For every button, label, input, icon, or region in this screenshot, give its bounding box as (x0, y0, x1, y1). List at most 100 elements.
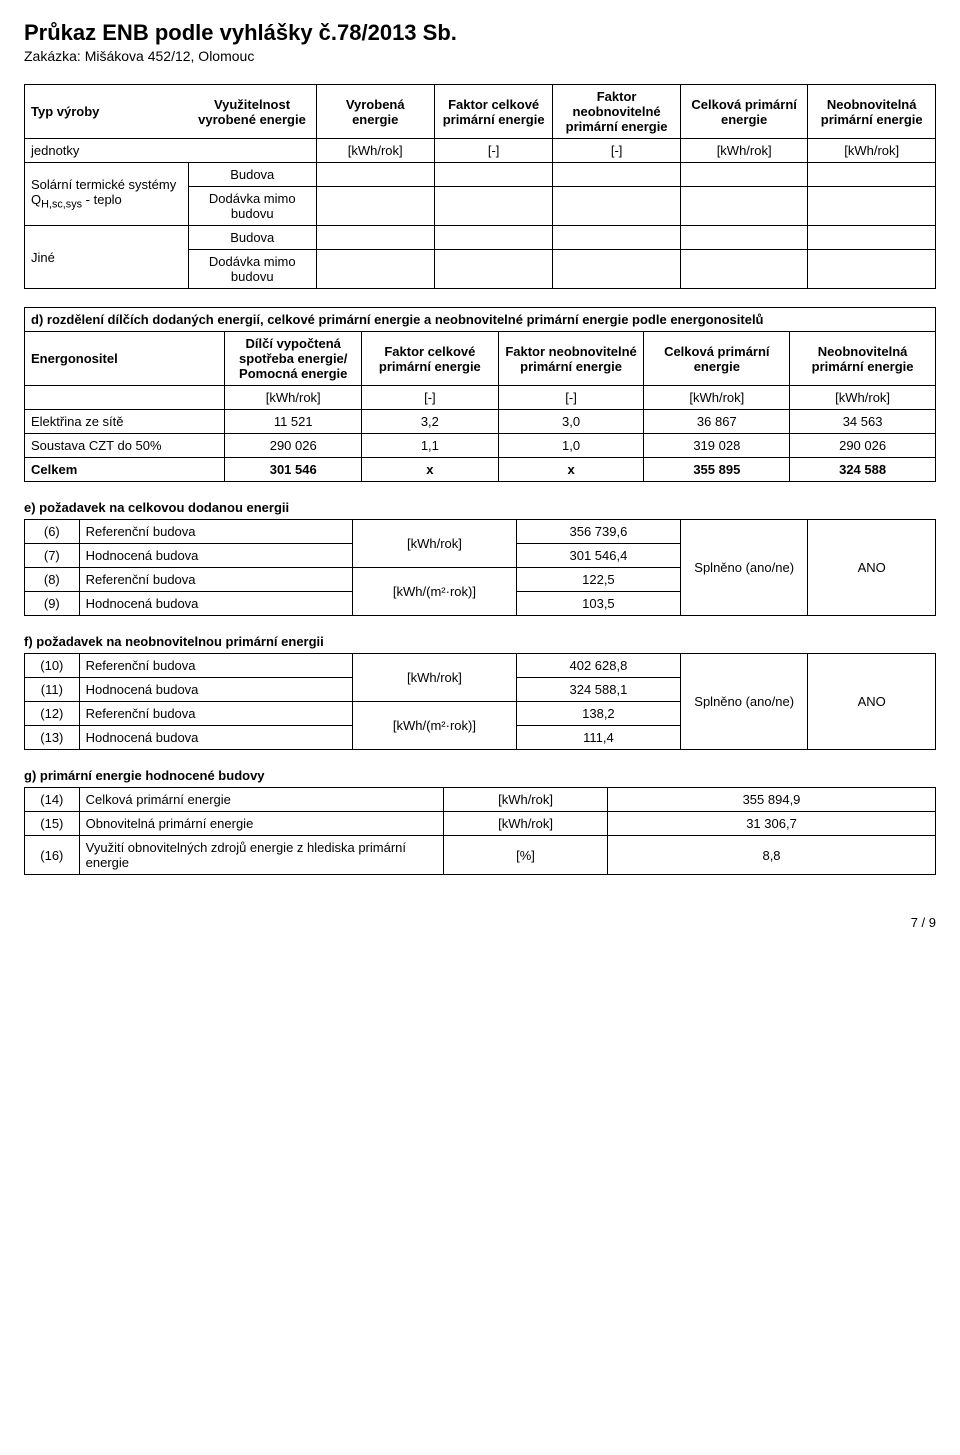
table-row: Soustava CZT do 50% 290 026 1,1 1,0 319 … (25, 434, 936, 458)
e-r3-label: Hodnocená budova (79, 592, 352, 616)
e-r1-label: Hodnocená budova (79, 544, 352, 568)
page-title: Průkaz ENB podle vyhlášky č.78/2013 Sb. (24, 20, 936, 46)
g-r1-unit: [kWh/rok] (444, 812, 608, 836)
cell (316, 163, 434, 187)
t1-h0: Typ výroby (25, 85, 189, 139)
cell (25, 386, 225, 410)
g-r1-n: (15) (25, 812, 80, 836)
e-splneno: Splněno (ano/ne) (680, 520, 808, 616)
t1-solar-budova: Budova (188, 163, 316, 187)
cell (808, 250, 936, 289)
cell (680, 250, 808, 289)
d-h1: Dílčí vypočtená spotřeba energie/ Pomocn… (225, 332, 362, 386)
t1-u3: [-] (434, 139, 552, 163)
g-r2-label: Využití obnovitelných zdrojů energie z h… (79, 836, 443, 875)
d-r0-v5: 34 563 (790, 410, 936, 434)
cell (434, 187, 552, 226)
t1-h1: Využitelnost vyrobené energie (188, 85, 316, 139)
cell (680, 187, 808, 226)
t1-u5: [kWh/rok] (680, 139, 808, 163)
table-row-total: Celkem 301 546 x x 355 895 324 588 (25, 458, 936, 482)
f-r0-label: Referenční budova (79, 654, 352, 678)
cell (808, 187, 936, 226)
g-r0-val: 355 894,9 (608, 788, 936, 812)
d-h4: Celková primární energie (644, 332, 790, 386)
d-r0-label: Elektřina ze sítě (25, 410, 225, 434)
page-subtitle: Zakázka: Mišákova 452/12, Olomouc (24, 48, 936, 64)
g-r0-label: Celková primární energie (79, 788, 443, 812)
sec-d-title: d) rozdělení dílčích dodaných energií, c… (25, 308, 936, 332)
e-result: ANO (808, 520, 936, 616)
d-r0-v1: 11 521 (225, 410, 362, 434)
g-r0-unit: [kWh/rok] (444, 788, 608, 812)
t1-solar-label: Solární termické systémy QH,sc,sys - tep… (25, 163, 189, 226)
cell (553, 187, 681, 226)
f-r1-val: 324 588,1 (516, 678, 680, 702)
cell (553, 250, 681, 289)
d-total-v1: 301 546 (225, 458, 362, 482)
t1-jine-dodavka: Dodávka mimo budovu (188, 250, 316, 289)
page-number: 7 / 9 (24, 915, 936, 930)
t1-h5: Celková primární energie (680, 85, 808, 139)
cell (316, 187, 434, 226)
cell (434, 163, 552, 187)
e-unit1: [kWh/(m²·rok)] (352, 568, 516, 616)
t1-h2: Vyrobená energie (316, 85, 434, 139)
f-unit0: [kWh/rok] (352, 654, 516, 702)
t1-u6: [kWh/rok] (808, 139, 936, 163)
g-r1-val: 31 306,7 (608, 812, 936, 836)
cell (316, 250, 434, 289)
cell (808, 163, 936, 187)
sec-g-title: g) primární energie hodnocené budovy (24, 768, 936, 783)
cell (316, 226, 434, 250)
d-total-v3: x (498, 458, 644, 482)
f-splneno: Splněno (ano/ne) (680, 654, 808, 750)
cell (553, 163, 681, 187)
d-total-v2: x (362, 458, 499, 482)
f-unit1: [kWh/(m²·rok)] (352, 702, 516, 750)
e-r3-n: (9) (25, 592, 80, 616)
t1-jine-budova: Budova (188, 226, 316, 250)
e-r2-val: 122,5 (516, 568, 680, 592)
d-r1-v3: 1,0 (498, 434, 644, 458)
t1-u4: [-] (553, 139, 681, 163)
e-r1-n: (7) (25, 544, 80, 568)
cell (680, 163, 808, 187)
g-r2-n: (16) (25, 836, 80, 875)
f-r1-label: Hodnocená budova (79, 678, 352, 702)
g-r1-label: Obnovitelná primární energie (79, 812, 443, 836)
d-u3: [-] (498, 386, 644, 410)
t1-solar-sub: H,sc,sys (41, 199, 82, 211)
e-r0-val: 356 739,6 (516, 520, 680, 544)
g-r2-val: 8,8 (608, 836, 936, 875)
t1-u2: [kWh/rok] (316, 139, 434, 163)
t1-h6: Neobnovitelná primární energie (808, 85, 936, 139)
t1-solar-dodavka: Dodávka mimo budovu (188, 187, 316, 226)
d-total-label: Celkem (25, 458, 225, 482)
g-r2-unit: [%] (444, 836, 608, 875)
f-r3-n: (13) (25, 726, 80, 750)
cell (680, 226, 808, 250)
t1-units-label: jednotky (25, 139, 317, 163)
sec-f-title: f) požadavek na neobnovitelnou primární … (24, 634, 936, 649)
d-h3: Faktor neobnovitelné primární energie (498, 332, 644, 386)
f-r0-val: 402 628,8 (516, 654, 680, 678)
d-r0-v4: 36 867 (644, 410, 790, 434)
e-r2-label: Referenční budova (79, 568, 352, 592)
g-r0-n: (14) (25, 788, 80, 812)
d-u4: [kWh/rok] (644, 386, 790, 410)
d-h5: Neobnovitelná primární energie (790, 332, 936, 386)
f-r0-n: (10) (25, 654, 80, 678)
f-r2-n: (12) (25, 702, 80, 726)
cell (434, 250, 552, 289)
table-section-f: (10) Referenční budova [kWh/rok] 402 628… (24, 653, 936, 750)
f-r2-val: 138,2 (516, 702, 680, 726)
d-u2: [-] (362, 386, 499, 410)
d-total-v4: 355 895 (644, 458, 790, 482)
d-u1: [kWh/rok] (225, 386, 362, 410)
t1-solar-suffix: - teplo (82, 192, 122, 207)
e-unit0: [kWh/rok] (352, 520, 516, 568)
e-r0-label: Referenční budova (79, 520, 352, 544)
table-row: Elektřina ze sítě 11 521 3,2 3,0 36 867 … (25, 410, 936, 434)
t1-h4: Faktor neobnovitelné primární energie (553, 85, 681, 139)
